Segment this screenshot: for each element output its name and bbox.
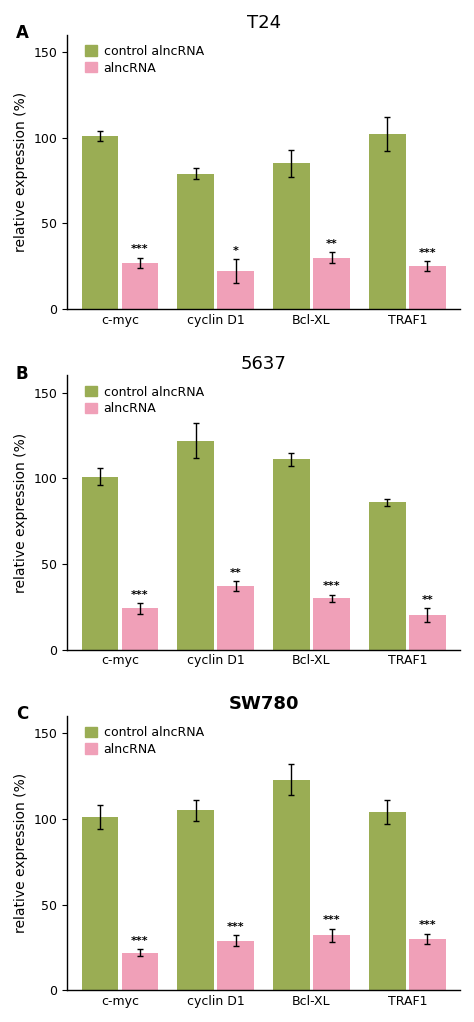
Text: ***: *** (131, 244, 149, 254)
Bar (177, 440, 214, 650)
Y-axis label: relative expression (%): relative expression (%) (14, 432, 28, 593)
Text: ***: *** (227, 922, 245, 932)
Text: B: B (16, 365, 28, 382)
Title: 5637: 5637 (241, 355, 286, 373)
Text: ***: *** (419, 247, 436, 258)
Bar (82, 818, 118, 990)
Bar (82, 136, 118, 309)
Y-axis label: relative expression (%): relative expression (%) (14, 92, 28, 252)
Bar (82, 476, 118, 650)
Bar (369, 502, 406, 650)
Text: C: C (16, 705, 28, 724)
Bar (177, 174, 214, 309)
Y-axis label: relative expression (%): relative expression (%) (14, 774, 28, 933)
Text: ***: *** (131, 936, 149, 945)
Legend: control alncRNA, alncRNA: control alncRNA, alncRNA (81, 723, 208, 759)
Bar (369, 812, 406, 990)
Legend: control alncRNA, alncRNA: control alncRNA, alncRNA (81, 382, 208, 419)
Bar (218, 587, 254, 650)
Bar (313, 935, 350, 990)
Title: T24: T24 (246, 14, 281, 32)
Title: SW780: SW780 (228, 695, 299, 713)
Text: *: * (233, 246, 238, 256)
Bar (369, 134, 406, 309)
Text: **: ** (230, 567, 242, 577)
Bar (273, 164, 310, 309)
Bar (218, 940, 254, 990)
Bar (177, 810, 214, 990)
Bar (218, 271, 254, 309)
Bar (313, 258, 350, 309)
Bar (313, 598, 350, 650)
Bar (273, 780, 310, 990)
Text: ***: *** (131, 590, 149, 600)
Bar (122, 263, 158, 309)
Legend: control alncRNA, alncRNA: control alncRNA, alncRNA (81, 41, 208, 79)
Text: A: A (16, 24, 29, 42)
Bar (273, 460, 310, 650)
Text: ***: *** (323, 582, 340, 592)
Text: **: ** (326, 239, 337, 249)
Text: ***: *** (323, 915, 340, 925)
Text: **: ** (421, 595, 433, 605)
Bar (122, 608, 158, 650)
Bar (122, 953, 158, 990)
Text: ***: *** (419, 920, 436, 930)
Bar (409, 939, 446, 990)
Bar (409, 615, 446, 650)
Bar (409, 266, 446, 309)
